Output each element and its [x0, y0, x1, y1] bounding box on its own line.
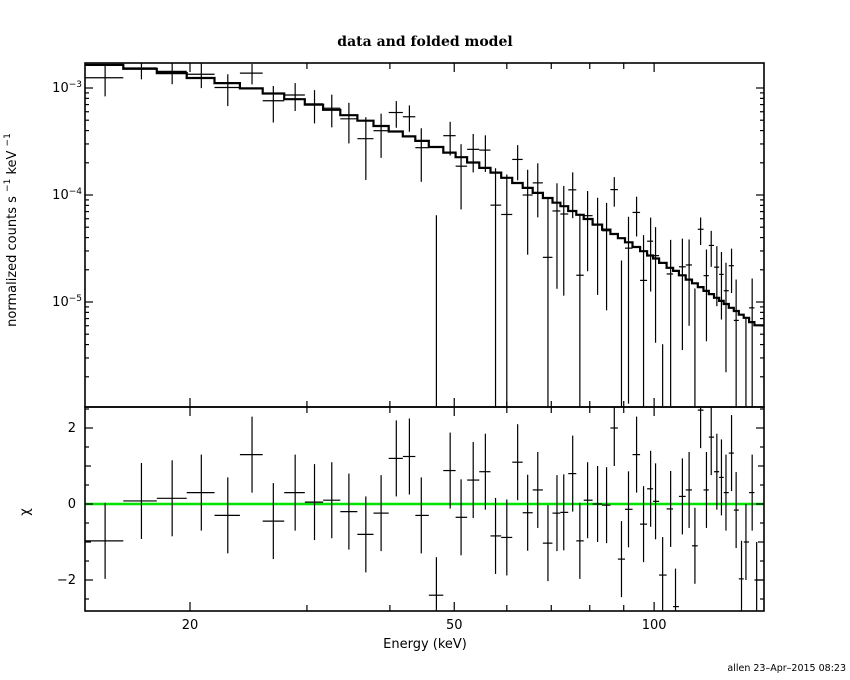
axis-tick-labels: 20 50 100 10−3 10−4 10−5 −2 0 2: [52, 80, 666, 633]
chi-panel-frame: [84, 406, 765, 612]
y-tick-label: 10−3: [52, 80, 82, 96]
x-axis-title: Energy (keV): [383, 637, 467, 652]
x-tick-label: 20: [182, 618, 199, 633]
y-tick-label: 10−5: [52, 294, 82, 310]
y-axis-title-sup1: −1: [3, 179, 13, 192]
y-axis-title-base: normalized counts s: [5, 196, 20, 327]
chi-axis-title: χ: [18, 508, 33, 516]
y-axis-title-base2: keV: [5, 150, 20, 174]
y-axis-title-sup2: −1: [3, 133, 13, 146]
x-tick-label: 50: [446, 618, 463, 633]
folded-model-histogram: [85, 63, 764, 327]
chi-tick-label: 0: [68, 497, 76, 512]
plot-title: data and folded model: [337, 34, 512, 50]
panel-frames: [84, 62, 765, 612]
chi-tick-label: −2: [57, 573, 76, 588]
y-tick-label: 10−4: [52, 187, 82, 203]
x-tick-label: 100: [642, 618, 667, 633]
model-step-line: [85, 63, 764, 327]
y-axis-title: normalized counts s −1 keV −1: [0, 133, 20, 327]
residual-data-points: [85, 407, 764, 611]
axis-ticks: [85, 63, 764, 611]
timestamp: allen 23–Apr–2015 08:23: [727, 663, 846, 674]
spectrum-data-points: [85, 63, 758, 407]
chi-tick-label: 2: [68, 421, 76, 436]
